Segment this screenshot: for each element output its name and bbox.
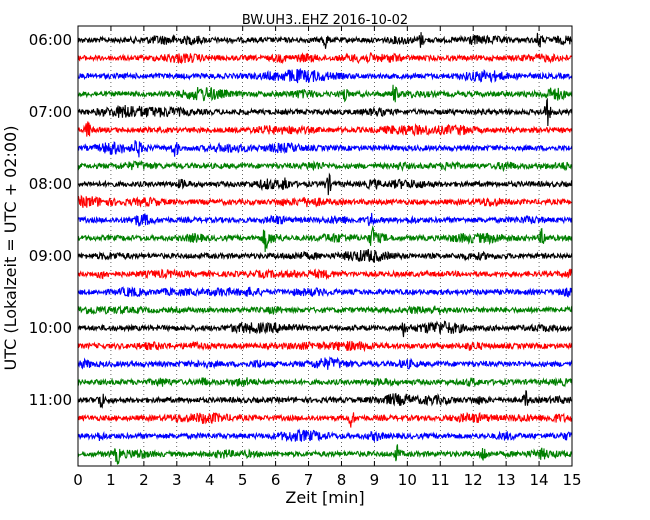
x-tick-label-5: 5 bbox=[238, 471, 248, 489]
chart-title: BW.UH3..EHZ 2016-10-02 bbox=[242, 13, 408, 28]
plot-frame bbox=[77, 25, 573, 467]
trace-0930 bbox=[77, 286, 573, 298]
trace-0730 bbox=[77, 140, 573, 158]
trace-0600 bbox=[77, 32, 573, 49]
trace-0945 bbox=[77, 304, 573, 316]
ticks: 0 1 2 3 4 5 6 7 8 9 10 11 12 13 14 1506:0007:0008:0009:… bbox=[29, 26, 582, 489]
trace-1130 bbox=[77, 428, 573, 443]
x-axis-label: Zeit [min] bbox=[285, 488, 364, 507]
x-tick-label-3: 3 bbox=[172, 471, 182, 489]
trace-1045 bbox=[77, 377, 573, 388]
trace-0630 bbox=[77, 67, 573, 84]
x-tick-label-0: 0 bbox=[73, 471, 83, 489]
trace-0900 bbox=[77, 248, 573, 264]
x-tick-label-9: 9 bbox=[370, 471, 380, 489]
x-tick-label-11: 11 bbox=[431, 471, 450, 489]
y-tick-label-0800: 08:00 bbox=[29, 175, 72, 193]
y-tick-label-0900: 09:00 bbox=[29, 247, 72, 265]
x-tick-label-13: 13 bbox=[497, 471, 516, 489]
trace-0615 bbox=[77, 52, 573, 65]
x-tick-label-15: 15 bbox=[562, 471, 581, 489]
trace-0845 bbox=[77, 225, 573, 253]
y-axis-label: UTC (Lokalzeit = UTC + 02:00) bbox=[1, 126, 20, 371]
trace-0715 bbox=[77, 121, 573, 137]
y-tick-label-0600: 06:00 bbox=[29, 31, 72, 49]
trace-0915 bbox=[77, 268, 573, 281]
trace-0815 bbox=[77, 194, 573, 208]
trace-0745 bbox=[77, 159, 573, 173]
trace-0700 bbox=[77, 97, 573, 127]
x-tick-label-14: 14 bbox=[530, 471, 549, 489]
y-tick-label-0700: 07:00 bbox=[29, 103, 72, 121]
trace-0645 bbox=[77, 84, 573, 103]
trace-1030 bbox=[77, 356, 573, 370]
grid-lines bbox=[110, 26, 540, 466]
x-tick-label-10: 10 bbox=[398, 471, 417, 489]
x-tick-label-12: 12 bbox=[464, 471, 483, 489]
x-tick-label-2: 2 bbox=[139, 471, 149, 489]
x-tick-label-1: 1 bbox=[106, 471, 116, 489]
trace-1100 bbox=[77, 390, 573, 409]
trace-0830 bbox=[77, 212, 573, 227]
trace-0800 bbox=[77, 172, 573, 196]
trace-1115 bbox=[77, 411, 573, 428]
trace-layer bbox=[77, 32, 573, 465]
trace-1015 bbox=[77, 340, 573, 353]
trace-1000 bbox=[77, 320, 573, 338]
y-tick-label-1000: 10:00 bbox=[29, 319, 72, 337]
x-tick-label-4: 4 bbox=[205, 471, 215, 489]
x-tick-label-6: 6 bbox=[271, 471, 281, 489]
x-tick-label-8: 8 bbox=[337, 471, 347, 489]
y-tick-label-1100: 11:00 bbox=[29, 391, 72, 409]
trace-1145 bbox=[77, 444, 573, 465]
x-tick-label-7: 7 bbox=[304, 471, 314, 489]
